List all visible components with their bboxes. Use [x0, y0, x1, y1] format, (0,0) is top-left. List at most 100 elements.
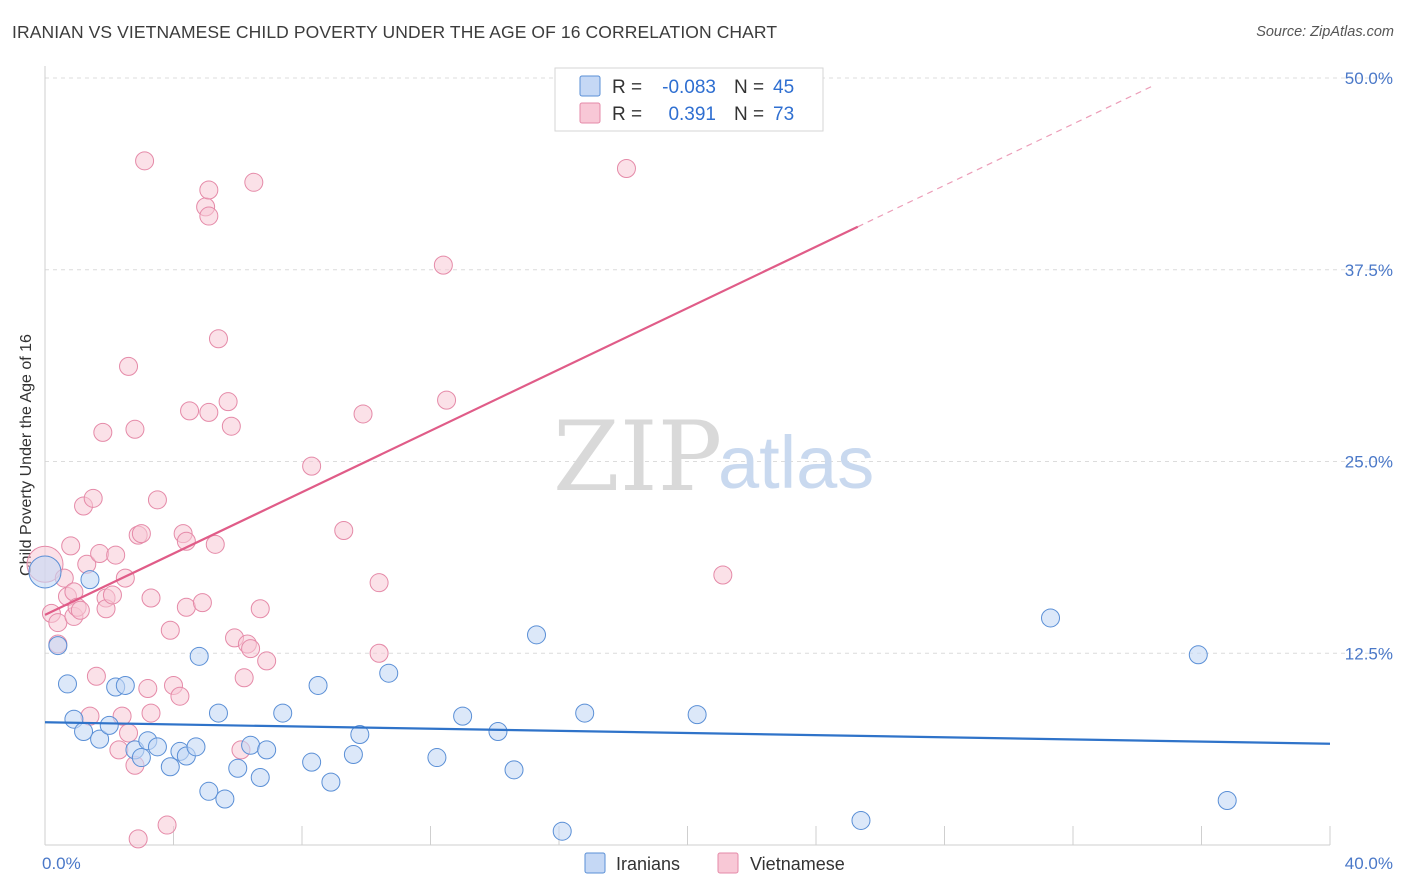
- watermark-atlas: atlas: [718, 421, 874, 504]
- vietnamese-trend-line: [44, 225, 859, 616]
- iranian-point-23: [241, 735, 261, 755]
- vietnamese-point-32: [135, 151, 155, 171]
- vietnamese-point-48: [199, 180, 219, 200]
- iranian-point-26: [273, 703, 293, 723]
- x-tick-label-0: 0.0%: [42, 854, 81, 873]
- iranian-point-40: [687, 705, 707, 725]
- iranian-point-1: [48, 636, 68, 656]
- trend-lines: [44, 85, 1331, 745]
- vietnamese-point-61: [257, 651, 277, 671]
- iranian-point-27: [302, 752, 322, 772]
- vietnamese-point-56: [234, 668, 254, 688]
- vietnamese-point-37: [157, 815, 177, 835]
- grid: [45, 77, 1390, 654]
- iranian-point-2: [57, 674, 77, 694]
- iranian-point-35: [488, 721, 508, 741]
- vietnamese-point-22: [109, 740, 129, 760]
- legend-r-label-2: R =: [612, 104, 642, 125]
- vietnamese-point-26: [119, 356, 139, 376]
- legend-n-label-1: N =: [734, 77, 764, 98]
- iranian-point-36: [504, 760, 524, 780]
- vietnamese-point-64: [353, 404, 373, 424]
- legend-box: R = -0.083 N = 45 R = 0.391 N = 73: [554, 67, 824, 132]
- vietnamese-point-50: [205, 534, 225, 554]
- vietnamese-point-58: [241, 639, 261, 659]
- x-tick-label-1: 40.0%: [1345, 854, 1393, 873]
- iranian-point-30: [343, 744, 363, 764]
- vietnamese-point-2: [48, 613, 68, 633]
- bottom-legend-swatch-iranians: [584, 852, 606, 874]
- iranian-point-6: [90, 729, 110, 749]
- legend-swatch-vietnamese: [579, 102, 601, 124]
- vietnamese-point-21: [106, 545, 126, 565]
- iranian-point-18: [189, 646, 209, 666]
- iranian-point-4: [74, 721, 94, 741]
- vietnamese-point-14: [83, 488, 103, 508]
- vietnamese-point-53: [221, 416, 241, 436]
- vietnamese-point-24: [115, 568, 135, 588]
- vietnamese-point-45: [192, 593, 212, 613]
- vietnamese-point-16: [90, 544, 110, 564]
- vietnamese-point-60: [250, 599, 270, 619]
- vietnamese-point-27: [125, 419, 145, 439]
- watermark: ZIP atlas: [553, 401, 874, 513]
- iranian-point-28: [308, 675, 328, 695]
- vietnamese-point-52: [218, 392, 238, 412]
- iranian-point-38: [552, 821, 572, 841]
- iranian-point-9: [115, 675, 135, 695]
- source-credit: Source: ZipAtlas.com: [1256, 24, 1394, 40]
- iranian-point-13: [147, 737, 167, 757]
- iranian-point-7: [99, 715, 119, 735]
- iranian-point-29: [321, 772, 341, 792]
- vietnamese-point-63: [334, 521, 354, 541]
- iranian-point-32: [379, 663, 399, 683]
- legend-n-label-2: N =: [734, 104, 764, 125]
- y-tick-label-2: 37.5%: [1345, 261, 1393, 280]
- iranian-point-34: [453, 706, 473, 726]
- vietnamese-point-17: [93, 422, 113, 442]
- legend-r-value-2: 0.391: [668, 104, 716, 125]
- vietnamese-point-67: [433, 255, 453, 275]
- iranian-trend-line: [44, 721, 1331, 745]
- iranian-point-5: [80, 570, 100, 590]
- vietnamese-point-59: [244, 172, 264, 192]
- vietnamese-point-33: [138, 679, 158, 699]
- bottom-legend-iranians: Iranians: [616, 854, 680, 874]
- legend-n-value-1: 45: [773, 77, 794, 98]
- iranian-point-17: [186, 737, 206, 757]
- vietnamese-trend-extension: [857, 85, 1154, 228]
- vietnamese-points: [26, 109, 733, 849]
- vietnamese-point-31: [131, 524, 151, 544]
- watermark-zip: ZIP: [553, 401, 722, 513]
- bottom-legend: Iranians Vietnamese: [584, 852, 845, 874]
- iranian-point-42: [1041, 608, 1061, 628]
- vietnamese-point-65: [369, 643, 389, 663]
- vietnamese-point-30: [128, 829, 148, 849]
- y-tick-label-3: 50.0%: [1345, 69, 1393, 88]
- bottom-legend-swatch-vietnamese: [717, 852, 739, 874]
- iranian-point-11: [131, 748, 151, 768]
- iranian-point-21: [215, 789, 235, 809]
- chart-title: IRANIAN VS VIETNAMESE CHILD POVERTY UNDE…: [12, 22, 778, 42]
- vietnamese-point-68: [437, 390, 457, 410]
- iranian-point-19: [199, 781, 219, 801]
- vietnamese-point-51: [208, 329, 228, 349]
- iranian-point-22: [228, 758, 248, 778]
- iranian-point-37: [527, 625, 547, 645]
- vietnamese-point-20: [102, 585, 122, 605]
- y-tick-label-0: 12.5%: [1345, 644, 1393, 663]
- vietnamese-point-38: [160, 620, 180, 640]
- vietnamese-point-40: [170, 686, 190, 706]
- legend-swatch-iranians: [579, 75, 601, 97]
- vietnamese-point-6: [61, 536, 81, 556]
- iranian-point-14: [160, 757, 180, 777]
- vietnamese-point-66: [369, 573, 389, 593]
- vietnamese-point-47: [199, 206, 219, 226]
- vietnamese-point-35: [141, 703, 161, 723]
- legend-n-value-2: 73: [773, 104, 794, 125]
- iranian-point-43: [1188, 645, 1208, 665]
- legend-r-label-1: R =: [612, 77, 642, 98]
- iranian-point-33: [427, 748, 447, 768]
- vietnamese-point-70: [616, 159, 636, 179]
